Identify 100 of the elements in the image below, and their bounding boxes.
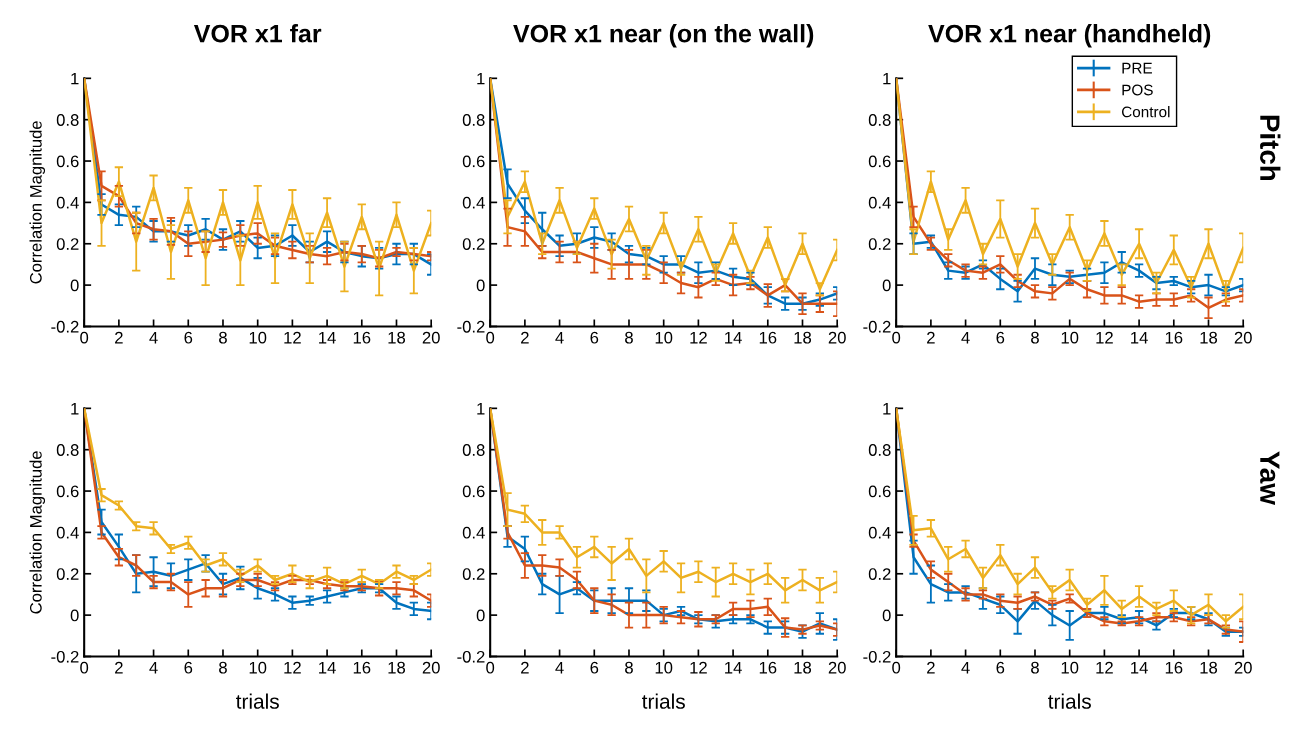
y-tick-label: 0.4 [462,196,485,209]
x-tick-label: 20 [422,331,440,344]
x-tick-label: 12 [690,331,707,344]
x-tick-label: 14 [725,331,742,344]
text: Yaw [1260,451,1280,505]
y-tick-label: 0.2 [868,568,891,580]
x-tick-label: 4 [555,331,564,344]
x-tick-label: 16 [759,331,777,344]
y-tick-label: 0.6 [868,155,891,168]
x-tick-label: 6 [590,331,599,344]
x-tick-label: 2 [115,661,123,674]
x-tick-label: 20 [828,331,846,344]
y-tick-label: 0.4 [56,196,79,209]
y-tick-label: 0.2 [56,238,79,250]
x-tick-label: 10 [249,331,267,344]
x-tick-label: 6 [996,331,1005,344]
y-tick-label: 0.6 [56,155,79,168]
x-tick-label: 10 [249,661,267,674]
x-tick-label: 18 [794,331,812,344]
y-tick-label: 0.8 [868,444,891,456]
x-tick-label: 12 [1096,661,1113,674]
legend-label: Control [1121,106,1170,118]
x-tick-label: 18 [388,331,406,344]
x-tick-label: 10 [655,661,673,674]
x-tick-label: 8 [625,661,633,674]
x-tick-label: 2 [927,661,935,674]
x-tick-label: 14 [725,661,742,674]
x-tick-label: 8 [1031,661,1039,674]
x-tick-label: 0 [80,661,89,674]
x-tick-label: 18 [388,661,406,674]
x-tick-label: 10 [1061,661,1079,674]
x-tick-label: 20 [828,661,846,674]
y-axis-title: Correlation Magnitude [29,121,46,284]
x-tick-label: 4 [149,331,158,344]
x-tick-label: 16 [1165,661,1183,674]
x-tick-label: 10 [655,331,673,344]
y-tick-label: 0.4 [868,526,891,539]
x-axis-title: trials [236,693,279,709]
x-tick-label: 18 [1200,661,1218,674]
legend-label: PRE [1122,62,1152,74]
y-tick-label: 0.8 [56,114,79,126]
chart-title: VOR x1 far [193,24,322,43]
y-tick-label: -0.2 [457,320,485,333]
x-tick-label: 14 [319,661,336,674]
y-tick-label: 0.2 [462,238,485,250]
y-tick-label: -0.2 [51,320,79,333]
x-tick-label: 12 [1096,331,1113,344]
x-tick-label: 0 [892,331,901,344]
x-tick-label: 2 [115,331,123,344]
y-tick-label: 1 [71,72,79,85]
x-tick-label: 6 [184,661,193,674]
x-tick-label: 16 [1165,331,1183,344]
y-tick-label: 0.2 [868,238,891,250]
y-tick-label: 0.2 [56,568,79,580]
x-axis-title: trials [1048,693,1091,709]
x-tick-label: 6 [996,661,1005,674]
x-tick-label: 12 [284,661,301,674]
x-tick-label: 20 [1234,661,1252,674]
x-tick-label: 14 [1131,331,1148,344]
x-tick-label: 2 [521,331,529,344]
x-tick-label: 16 [353,661,371,674]
y-tick-label: 0 [882,279,891,292]
x-tick-label: 0 [486,661,495,674]
y-tick-label: -0.2 [51,650,79,663]
x-tick-label: 12 [690,661,707,674]
x-tick-label: 18 [1200,331,1218,344]
y-tick-label: 0.4 [462,526,485,539]
x-tick-label: 8 [625,331,633,344]
y-tick-label: 0.2 [462,568,485,580]
y-tick-label: -0.2 [863,320,891,333]
y-tick-label: -0.2 [457,650,485,663]
x-tick-label: 4 [961,661,970,674]
x-tick-label: 8 [1031,331,1039,344]
x-tick-label: 10 [1061,331,1079,344]
x-tick-label: 4 [555,661,564,674]
y-axis-title: Correlation Magnitude [29,451,46,614]
y-tick-label: 0.6 [868,485,891,498]
x-tick-label: 0 [486,331,495,344]
y-tick-label: 0.6 [56,485,79,498]
x-tick-label: 20 [422,661,440,674]
x-tick-label: 12 [284,331,301,344]
x-tick-label: 4 [149,661,158,674]
y-tick-label: 1 [883,72,891,85]
x-tick-label: 8 [219,331,227,344]
x-axis-title: trials [642,693,685,709]
x-tick-label: 6 [590,661,599,674]
y-tick-label: 1 [477,72,485,85]
y-tick-label: 0 [70,609,79,622]
x-tick-label: 2 [927,331,935,344]
y-tick-label: 0.6 [462,485,485,498]
chart-title: VOR x1 near (handheld) [928,24,1211,48]
x-tick-label: 16 [353,331,371,344]
x-tick-label: 20 [1234,331,1252,344]
y-tick-label: 0 [476,279,485,292]
y-tick-label: 0.4 [56,526,79,539]
y-tick-label: -0.2 [863,650,891,663]
y-tick-label: 0 [70,279,79,292]
x-tick-label: 0 [80,331,89,344]
y-tick-label: 0.6 [462,155,485,168]
x-tick-label: 14 [319,331,336,344]
